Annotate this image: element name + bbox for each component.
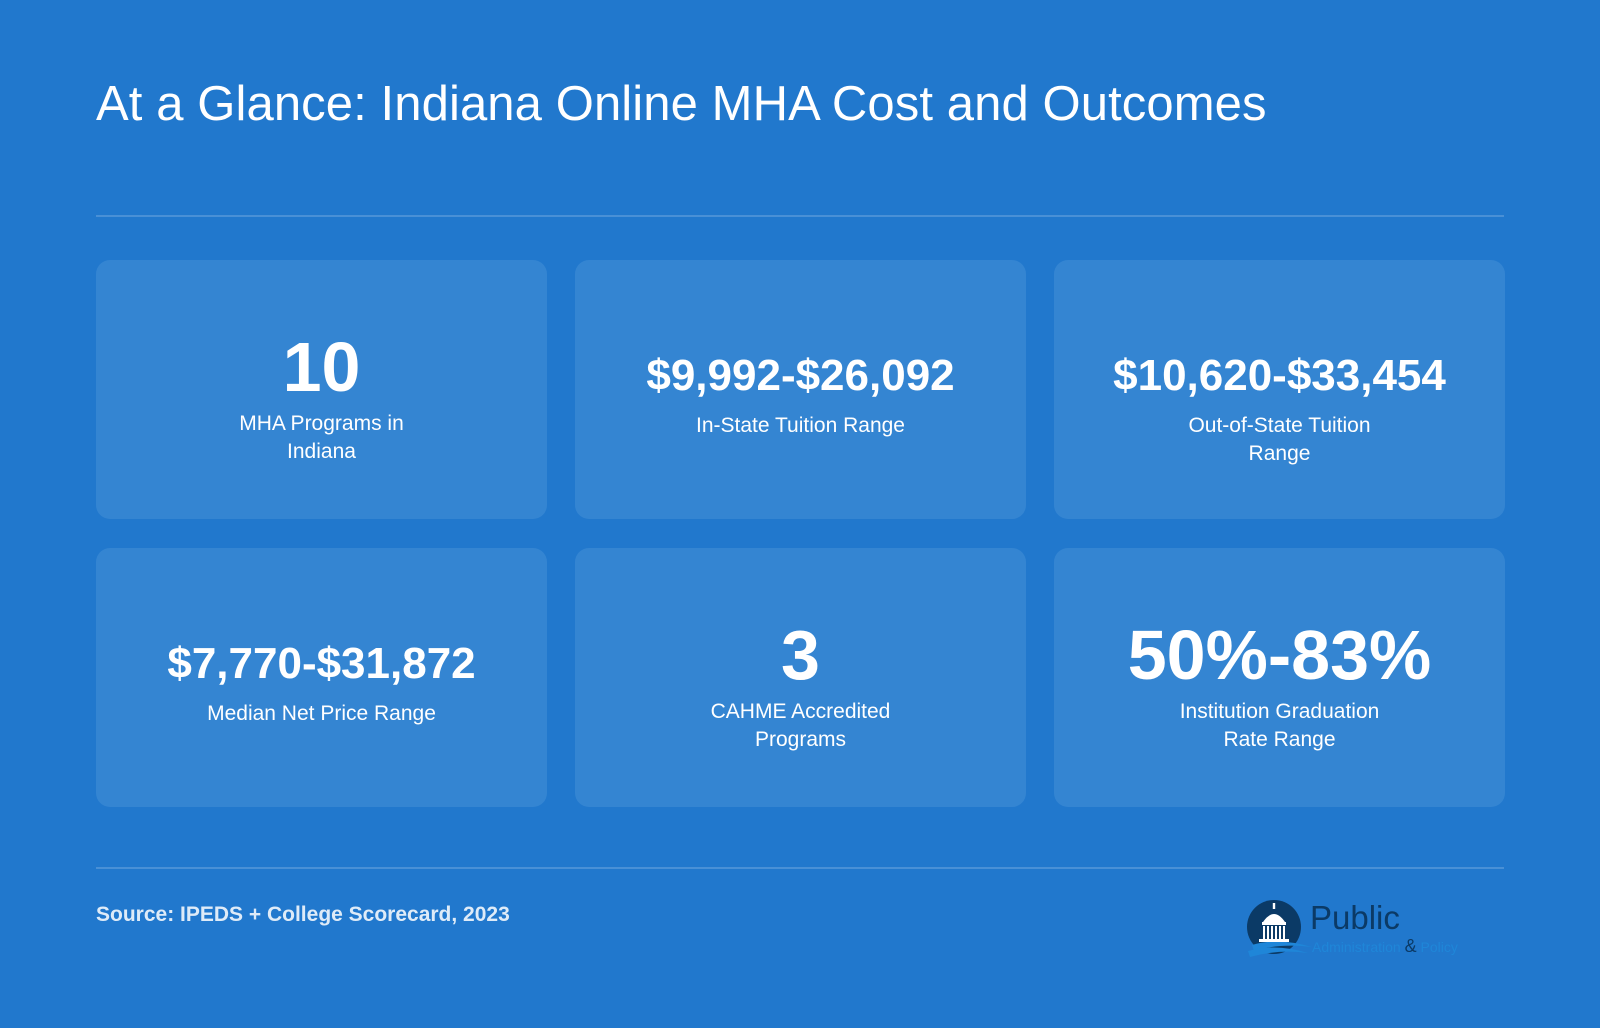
stat-label: CAHME Accredited Programs (710, 700, 891, 751)
infographic: At a Glance: Indiana Online MHA Cost and… (96, 0, 1505, 1028)
logo-wordmark: Public (1310, 899, 1400, 936)
stat-value: $10,620-$33,454 (1113, 351, 1446, 400)
logo-subtitle-amp: & (1404, 936, 1417, 956)
logo-subtitle: Administration & Policy (1312, 937, 1504, 955)
stat-card-in-state-tuition: $9,992-$26,092 In-State Tuition Range (575, 260, 1026, 519)
source-note: Source: IPEDS + College Scorecard, 2023 (96, 903, 510, 926)
capitol-dome-icon (1247, 900, 1312, 957)
stat-label: Median Net Price Range (207, 702, 436, 725)
stat-card-graduation-rate: 50%-83% Institution Graduation Rate Rang… (1054, 548, 1505, 807)
stat-card-accredited: 3 CAHME Accredited Programs (575, 548, 1026, 807)
stat-card-programs: 10 MHA Programs in Indiana (96, 260, 547, 519)
stats-grid: 10 MHA Programs in Indiana $9,992-$26,09… (96, 260, 1505, 807)
bottom-divider (96, 867, 1504, 869)
stat-value: 3 (781, 616, 820, 694)
logo-subtitle-left: Administration (1312, 939, 1401, 955)
brand-logo: Public Administration & Policy (1242, 895, 1504, 963)
stat-value: $9,992-$26,092 (646, 351, 955, 400)
stat-value: 10 (282, 328, 361, 406)
stat-value: 50%-83% (1127, 616, 1432, 694)
stat-label: In-State Tuition Range (696, 414, 905, 437)
stat-card-net-price: $7,770-$31,872 Median Net Price Range (96, 548, 547, 807)
page-title: At a Glance: Indiana Online MHA Cost and… (96, 77, 1267, 131)
stat-label: MHA Programs in Indiana (239, 412, 404, 463)
stat-value: $7,770-$31,872 (167, 639, 476, 688)
stat-label: Institution Graduation Rate Range (1179, 700, 1380, 751)
stat-label: Out-of-State Tuition Range (1188, 414, 1371, 465)
top-divider (96, 215, 1504, 217)
stat-card-out-of-state-tuition: $10,620-$33,454 Out-of-State Tuition Ran… (1054, 260, 1505, 519)
logo-subtitle-right: Policy (1420, 939, 1458, 955)
